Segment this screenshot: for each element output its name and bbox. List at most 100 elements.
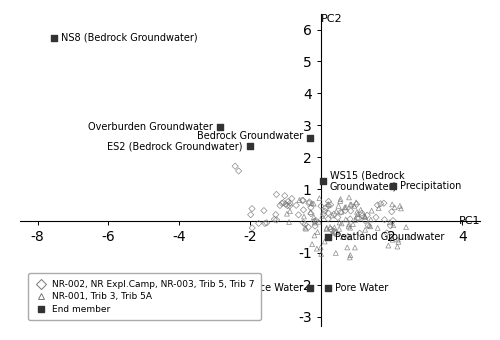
Point — [376, 201, 384, 206]
Point — [310, 201, 318, 206]
Point — [306, 199, 314, 205]
Point — [317, 251, 325, 257]
Point — [346, 225, 354, 231]
Point — [260, 208, 268, 214]
Point — [300, 207, 308, 212]
Point — [324, 285, 332, 291]
Point — [330, 225, 338, 230]
Point — [344, 224, 352, 229]
Point — [329, 230, 337, 235]
Point — [397, 206, 405, 211]
Point — [330, 229, 338, 234]
Point — [302, 226, 310, 232]
Point — [374, 205, 382, 211]
Point — [246, 143, 254, 149]
Point — [313, 246, 321, 251]
Point — [278, 201, 286, 206]
Point — [318, 178, 326, 184]
Point — [390, 205, 398, 210]
Point — [285, 219, 293, 225]
Point — [310, 215, 318, 220]
Point — [216, 124, 224, 130]
Point — [311, 223, 319, 229]
Point — [355, 216, 363, 221]
Point — [324, 201, 332, 207]
Point — [317, 203, 325, 209]
Point — [301, 225, 309, 230]
Point — [405, 234, 413, 240]
Point — [322, 226, 330, 232]
Point — [361, 227, 369, 233]
Point — [334, 203, 342, 209]
Point — [386, 220, 394, 225]
Point — [333, 231, 341, 237]
Point — [366, 224, 374, 229]
Point — [388, 209, 396, 215]
Point — [384, 243, 392, 248]
Point — [280, 193, 288, 199]
Point — [301, 222, 309, 227]
Point — [261, 221, 269, 226]
Point — [315, 219, 323, 224]
Text: Bedrock Groundwater: Bedrock Groundwater — [197, 132, 303, 141]
Point — [305, 201, 313, 206]
Point — [337, 209, 345, 215]
Point — [306, 135, 314, 141]
Point — [394, 244, 402, 249]
Point — [298, 198, 306, 203]
Point — [341, 205, 349, 210]
Point — [296, 197, 304, 203]
Text: PC2: PC2 — [321, 14, 342, 23]
Point — [338, 209, 345, 215]
Point — [307, 205, 315, 210]
Point — [389, 218, 397, 223]
Point — [346, 202, 354, 207]
Point — [380, 201, 388, 206]
Point — [352, 202, 360, 207]
Point — [234, 168, 242, 174]
Point — [342, 204, 350, 210]
Point — [272, 217, 280, 223]
Point — [248, 225, 256, 231]
Text: Precipitation: Precipitation — [400, 181, 462, 191]
Point — [346, 216, 354, 222]
Text: Overburden Groundwater: Overburden Groundwater — [88, 122, 213, 132]
Point — [361, 214, 369, 220]
Point — [352, 217, 360, 223]
Point — [308, 200, 316, 206]
Point — [358, 210, 366, 216]
Point — [344, 233, 352, 238]
Point — [346, 208, 354, 214]
Point — [340, 234, 347, 240]
Point — [262, 220, 270, 225]
Point — [270, 217, 278, 222]
Point — [334, 215, 342, 220]
Point — [332, 231, 340, 236]
Point — [322, 205, 330, 210]
Text: NS8 (Bedrock Groundwater): NS8 (Bedrock Groundwater) — [60, 33, 198, 42]
Point — [390, 183, 398, 189]
Point — [324, 234, 332, 240]
Point — [246, 212, 254, 218]
Point — [324, 216, 332, 222]
Point — [254, 221, 262, 226]
Point — [284, 199, 292, 204]
Point — [286, 203, 294, 208]
Point — [367, 217, 375, 222]
Point — [312, 218, 320, 223]
Text: Peatland Groundwater: Peatland Groundwater — [335, 232, 444, 242]
Point — [284, 203, 292, 208]
Point — [390, 222, 398, 228]
Point — [320, 239, 328, 244]
Point — [345, 222, 353, 227]
Point — [342, 217, 350, 222]
Point — [283, 211, 291, 217]
Text: ES2 (Bedrock Groundwater): ES2 (Bedrock Groundwater) — [108, 141, 243, 151]
Point — [354, 211, 362, 217]
Point — [324, 203, 332, 208]
Point — [346, 235, 354, 240]
Point — [321, 208, 329, 214]
Point — [388, 237, 396, 242]
Point — [368, 208, 376, 214]
Point — [272, 192, 280, 197]
